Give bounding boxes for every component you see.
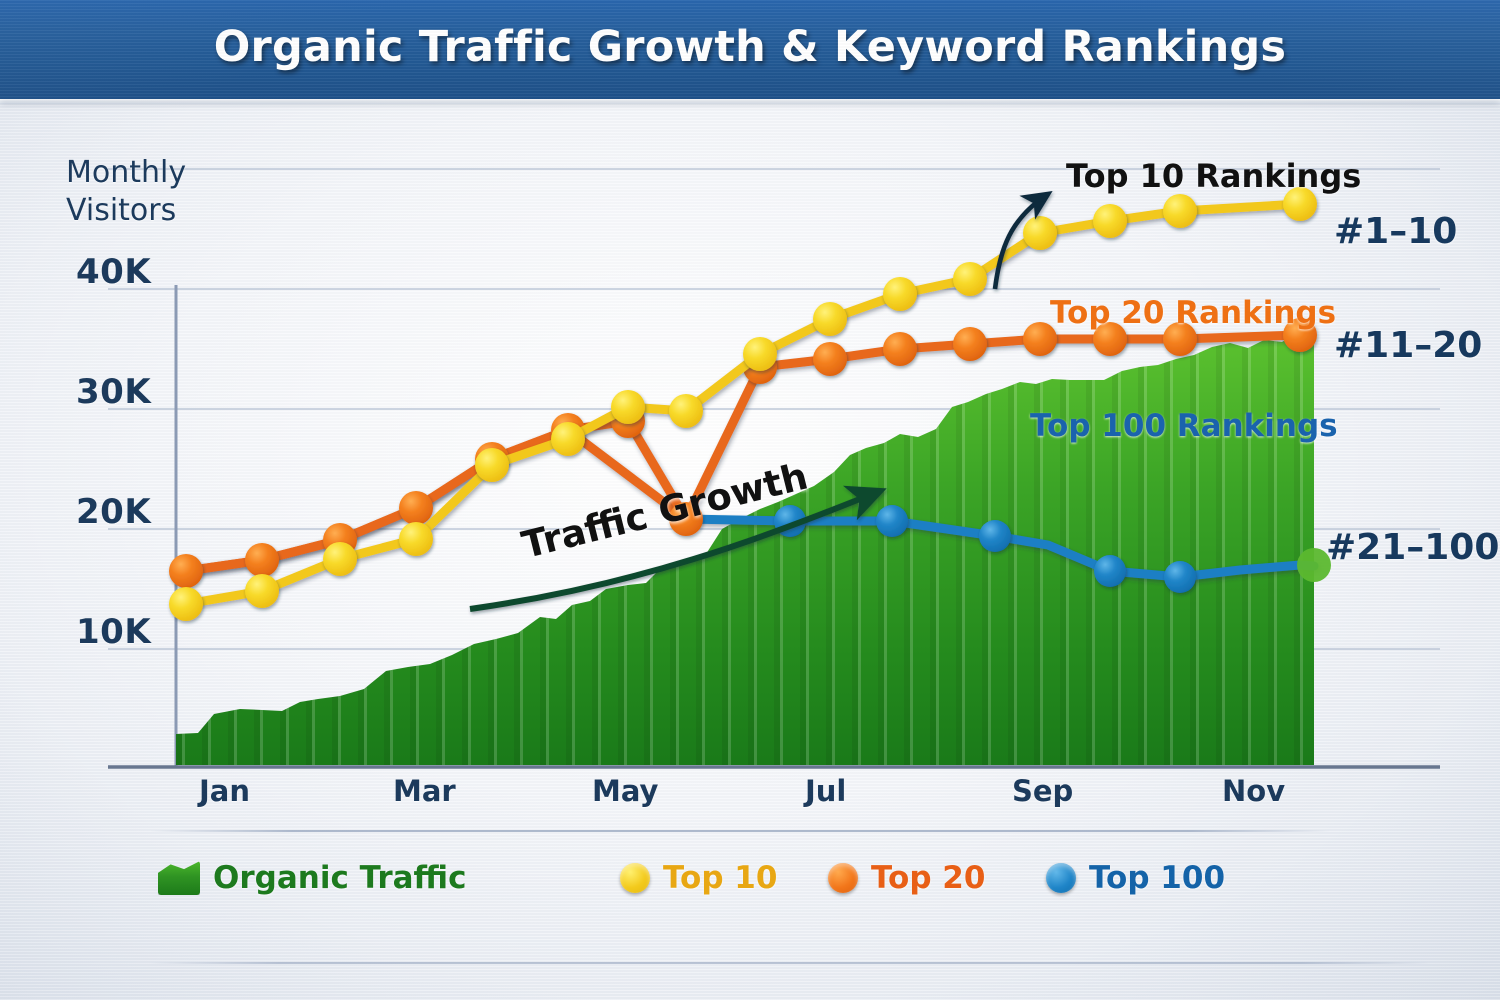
x-tick-jul: Jul — [805, 774, 847, 808]
y-axis-title: Monthly Visitors — [66, 154, 186, 229]
chart-svg — [108, 168, 1440, 769]
top100-swatch-icon — [1046, 863, 1076, 893]
y-axis-title-line2: Visitors — [66, 192, 177, 228]
legend-label-top20: Top 20 — [871, 860, 986, 896]
series-organic-traffic — [176, 333, 1314, 765]
end-label-top10: #1–10 — [1334, 211, 1458, 252]
legend-item-top10[interactable]: Top 10 — [620, 860, 777, 896]
legend-item-top20[interactable]: Top 20 — [828, 860, 985, 896]
y-tick-10k: 10K — [76, 612, 152, 652]
top10-swatch-icon — [620, 863, 650, 893]
top100-marker-last — [1297, 548, 1331, 582]
x-tick-jan: Jan — [199, 774, 251, 808]
y-axis-title-line1: Monthly — [66, 155, 187, 190]
legend-divider-bottom — [150, 962, 1430, 964]
x-tick-may: May — [592, 774, 659, 808]
y-tick-40k: 40K — [76, 252, 152, 292]
y-tick-20k: 20K — [76, 492, 152, 532]
page-title: Organic Traffic Growth & Keyword Ranking… — [213, 22, 1287, 72]
title-bar: Organic Traffic Growth & Keyword Ranking… — [0, 0, 1500, 99]
legend-item-organic-traffic[interactable]: Organic Traffic — [158, 860, 467, 896]
end-label-top20: #11–20 — [1334, 325, 1483, 366]
legend-label-top100: Top 100 — [1089, 860, 1226, 896]
legend-label-organic-traffic: Organic Traffic — [213, 860, 467, 896]
legend-item-top100[interactable]: Top 100 — [1046, 860, 1225, 896]
top10-annotation-arrow — [992, 190, 1053, 290]
legend-label-top10: Top 10 — [663, 860, 778, 896]
top100-line — [681, 514, 1319, 582]
title-underline — [0, 99, 1500, 104]
x-tick-sep: Sep — [1012, 774, 1074, 808]
annotation-top10: Top 10 Rankings — [1066, 157, 1362, 195]
x-tick-mar: Mar — [393, 774, 456, 808]
top10-markers — [169, 187, 1317, 621]
organic-traffic-swatch-icon — [158, 861, 200, 895]
x-tick-nov: Nov — [1222, 774, 1286, 808]
annotation-top100: Top 100 Rankings — [1030, 408, 1338, 444]
traffic-growth-arrow — [469, 485, 887, 612]
series-top100 — [681, 505, 1331, 593]
annotation-top20: Top 20 Rankings — [1050, 295, 1337, 331]
y-tick-30k: 30K — [76, 372, 152, 412]
top20-swatch-icon — [828, 863, 858, 893]
end-label-top100: #21–100 — [1326, 527, 1500, 568]
chart-area: Monthly Visitors 10K 20K 30K 40K Jan Mar… — [0, 99, 1500, 1000]
series-top10 — [169, 187, 1317, 621]
organic-traffic-bands — [176, 333, 1314, 765]
legend-divider-top — [150, 830, 1330, 832]
top10-line — [181, 199, 1305, 609]
chart-legend: Organic Traffic Top 10 Top 20 Top 100 — [0, 830, 1500, 1000]
